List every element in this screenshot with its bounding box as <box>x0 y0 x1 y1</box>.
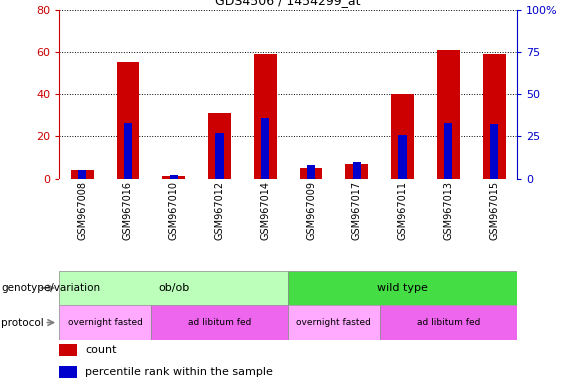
Bar <box>345 164 368 179</box>
Text: GSM967017: GSM967017 <box>352 181 362 240</box>
Text: GSM967013: GSM967013 <box>444 181 453 240</box>
Bar <box>254 54 277 179</box>
Text: GSM967016: GSM967016 <box>123 181 133 240</box>
Text: GSM967011: GSM967011 <box>398 181 407 240</box>
Bar <box>208 113 231 179</box>
Text: overnight fasted: overnight fasted <box>297 318 371 327</box>
Text: GSM967009: GSM967009 <box>306 181 316 240</box>
Text: GSM967008: GSM967008 <box>77 181 87 240</box>
Bar <box>151 305 288 340</box>
Text: genotype/variation: genotype/variation <box>1 283 100 293</box>
Bar <box>391 94 414 179</box>
Bar <box>59 344 77 356</box>
Bar <box>59 305 151 340</box>
Bar <box>490 124 498 179</box>
Bar <box>437 50 460 179</box>
Bar <box>299 168 323 179</box>
Text: percentile rank within the sample: percentile rank within the sample <box>85 367 273 377</box>
Bar <box>444 123 453 179</box>
Text: GSM967015: GSM967015 <box>489 181 499 240</box>
Bar <box>71 170 94 179</box>
Bar <box>116 63 140 179</box>
Text: wild type: wild type <box>377 283 428 293</box>
Bar <box>380 305 517 340</box>
Bar <box>261 118 270 179</box>
Bar <box>398 135 407 179</box>
Bar <box>483 54 506 179</box>
Bar <box>307 165 315 179</box>
Text: ad libitum fed: ad libitum fed <box>188 318 251 327</box>
Text: GSM967010: GSM967010 <box>169 181 179 240</box>
Text: count: count <box>85 345 116 355</box>
Bar <box>288 305 380 340</box>
Bar <box>59 366 77 379</box>
Bar <box>353 162 361 179</box>
Text: GSM967014: GSM967014 <box>260 181 270 240</box>
Text: GSM967012: GSM967012 <box>215 181 224 240</box>
Bar <box>124 123 132 179</box>
Text: protocol: protocol <box>1 318 44 328</box>
Bar <box>170 175 178 179</box>
Bar <box>215 133 224 179</box>
Text: ob/ob: ob/ob <box>158 283 189 293</box>
Text: overnight fasted: overnight fasted <box>68 318 142 327</box>
Text: ad libitum fed: ad libitum fed <box>416 318 480 327</box>
Title: GDS4506 / 1454299_at: GDS4506 / 1454299_at <box>215 0 361 7</box>
Bar <box>59 271 288 305</box>
Bar <box>78 170 86 179</box>
Bar <box>288 271 517 305</box>
Bar <box>162 177 185 179</box>
